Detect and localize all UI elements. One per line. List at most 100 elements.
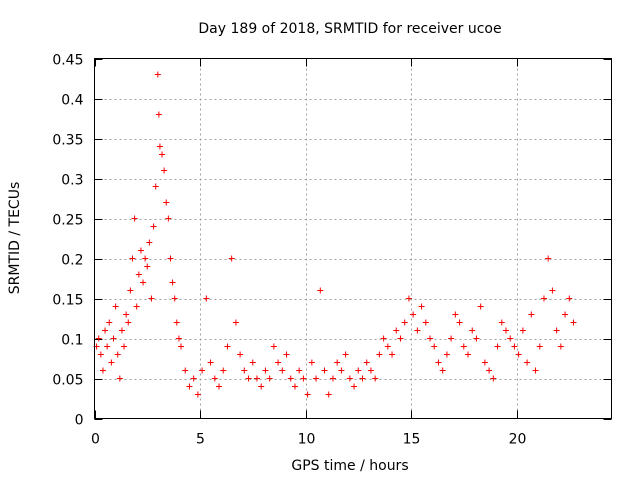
data-point: [275, 359, 282, 366]
data-point: [329, 375, 336, 382]
data-point: [110, 335, 117, 342]
data-point: [566, 295, 573, 302]
data-point: [97, 351, 104, 358]
data-point: [270, 343, 277, 350]
data-point: [190, 375, 197, 382]
data-point: [171, 295, 178, 302]
data-points: [93, 71, 577, 398]
data-point: [469, 327, 476, 334]
data-point: [545, 255, 552, 262]
data-point: [182, 367, 189, 374]
data-point: [123, 311, 130, 318]
x-tick-label: 10: [298, 432, 316, 448]
data-point: [127, 287, 134, 294]
data-point: [167, 255, 174, 262]
data-point: [211, 375, 218, 382]
data-point: [224, 343, 231, 350]
data-point: [140, 279, 147, 286]
data-point: [351, 383, 358, 390]
grid-lines: [94, 58, 612, 419]
data-point: [532, 367, 539, 374]
data-point: [414, 327, 421, 334]
data-point: [228, 255, 235, 262]
x-tick-label: 15: [403, 432, 421, 448]
y-tick-label: 0.05: [52, 373, 83, 389]
data-point: [203, 295, 210, 302]
data-point: [232, 319, 239, 326]
data-point: [313, 375, 320, 382]
data-point: [114, 351, 121, 358]
data-point: [536, 343, 543, 350]
data-point: [342, 351, 349, 358]
data-point: [102, 327, 109, 334]
data-point: [397, 335, 404, 342]
data-point: [106, 319, 113, 326]
data-point: [317, 287, 324, 294]
data-point: [262, 367, 269, 374]
data-point: [163, 199, 170, 206]
data-point: [121, 343, 128, 350]
data-point: [389, 351, 396, 358]
data-point: [490, 375, 497, 382]
data-point: [129, 255, 136, 262]
y-tick-label: 0.3: [61, 173, 83, 189]
data-point: [325, 391, 332, 398]
y-tick-label: 0.2: [61, 253, 83, 269]
data-point: [557, 343, 564, 350]
data-point: [507, 335, 514, 342]
data-point: [486, 367, 493, 374]
data-point: [498, 319, 505, 326]
data-point: [524, 359, 531, 366]
data-point: [220, 367, 227, 374]
data-point: [146, 239, 153, 246]
data-point: [142, 255, 149, 262]
data-point: [258, 383, 265, 390]
data-point: [155, 111, 162, 118]
x-tick-label: 0: [91, 432, 100, 448]
data-point: [137, 247, 144, 254]
data-point: [291, 383, 298, 390]
data-point: [502, 327, 509, 334]
data-point: [549, 287, 556, 294]
data-point: [283, 351, 290, 358]
data-point: [150, 223, 157, 230]
data-point: [363, 359, 370, 366]
data-point: [443, 351, 450, 358]
data-point: [253, 375, 260, 382]
plot-frame: [94, 58, 612, 419]
data-point: [359, 375, 366, 382]
data-point: [439, 367, 446, 374]
data-point: [418, 303, 425, 310]
data-point: [154, 71, 161, 78]
data-point: [173, 319, 180, 326]
data-point: [135, 271, 142, 278]
data-point: [422, 319, 429, 326]
data-point: [435, 359, 442, 366]
data-point: [321, 367, 328, 374]
data-point: [279, 367, 286, 374]
data-point: [346, 375, 353, 382]
data-point: [456, 319, 463, 326]
data-point: [477, 303, 484, 310]
x-axis-label: GPS time / hours: [291, 458, 408, 474]
data-point: [376, 351, 383, 358]
data-point: [372, 375, 379, 382]
data-point: [116, 375, 123, 382]
data-point: [465, 351, 472, 358]
data-point: [152, 183, 159, 190]
data-point: [473, 335, 480, 342]
data-point: [553, 327, 560, 334]
data-point: [207, 359, 214, 366]
data-point: [125, 319, 132, 326]
data-point: [249, 359, 256, 366]
axis-ticks: [94, 58, 612, 420]
y-axis-label: SRMTID / TECUs: [7, 182, 23, 295]
data-point: [570, 319, 577, 326]
y-tick-label: 0.4: [61, 93, 83, 109]
data-point: [237, 351, 244, 358]
data-point: [481, 359, 488, 366]
data-point: [112, 303, 119, 310]
data-point: [300, 375, 307, 382]
data-point: [355, 367, 362, 374]
data-point: [287, 375, 294, 382]
